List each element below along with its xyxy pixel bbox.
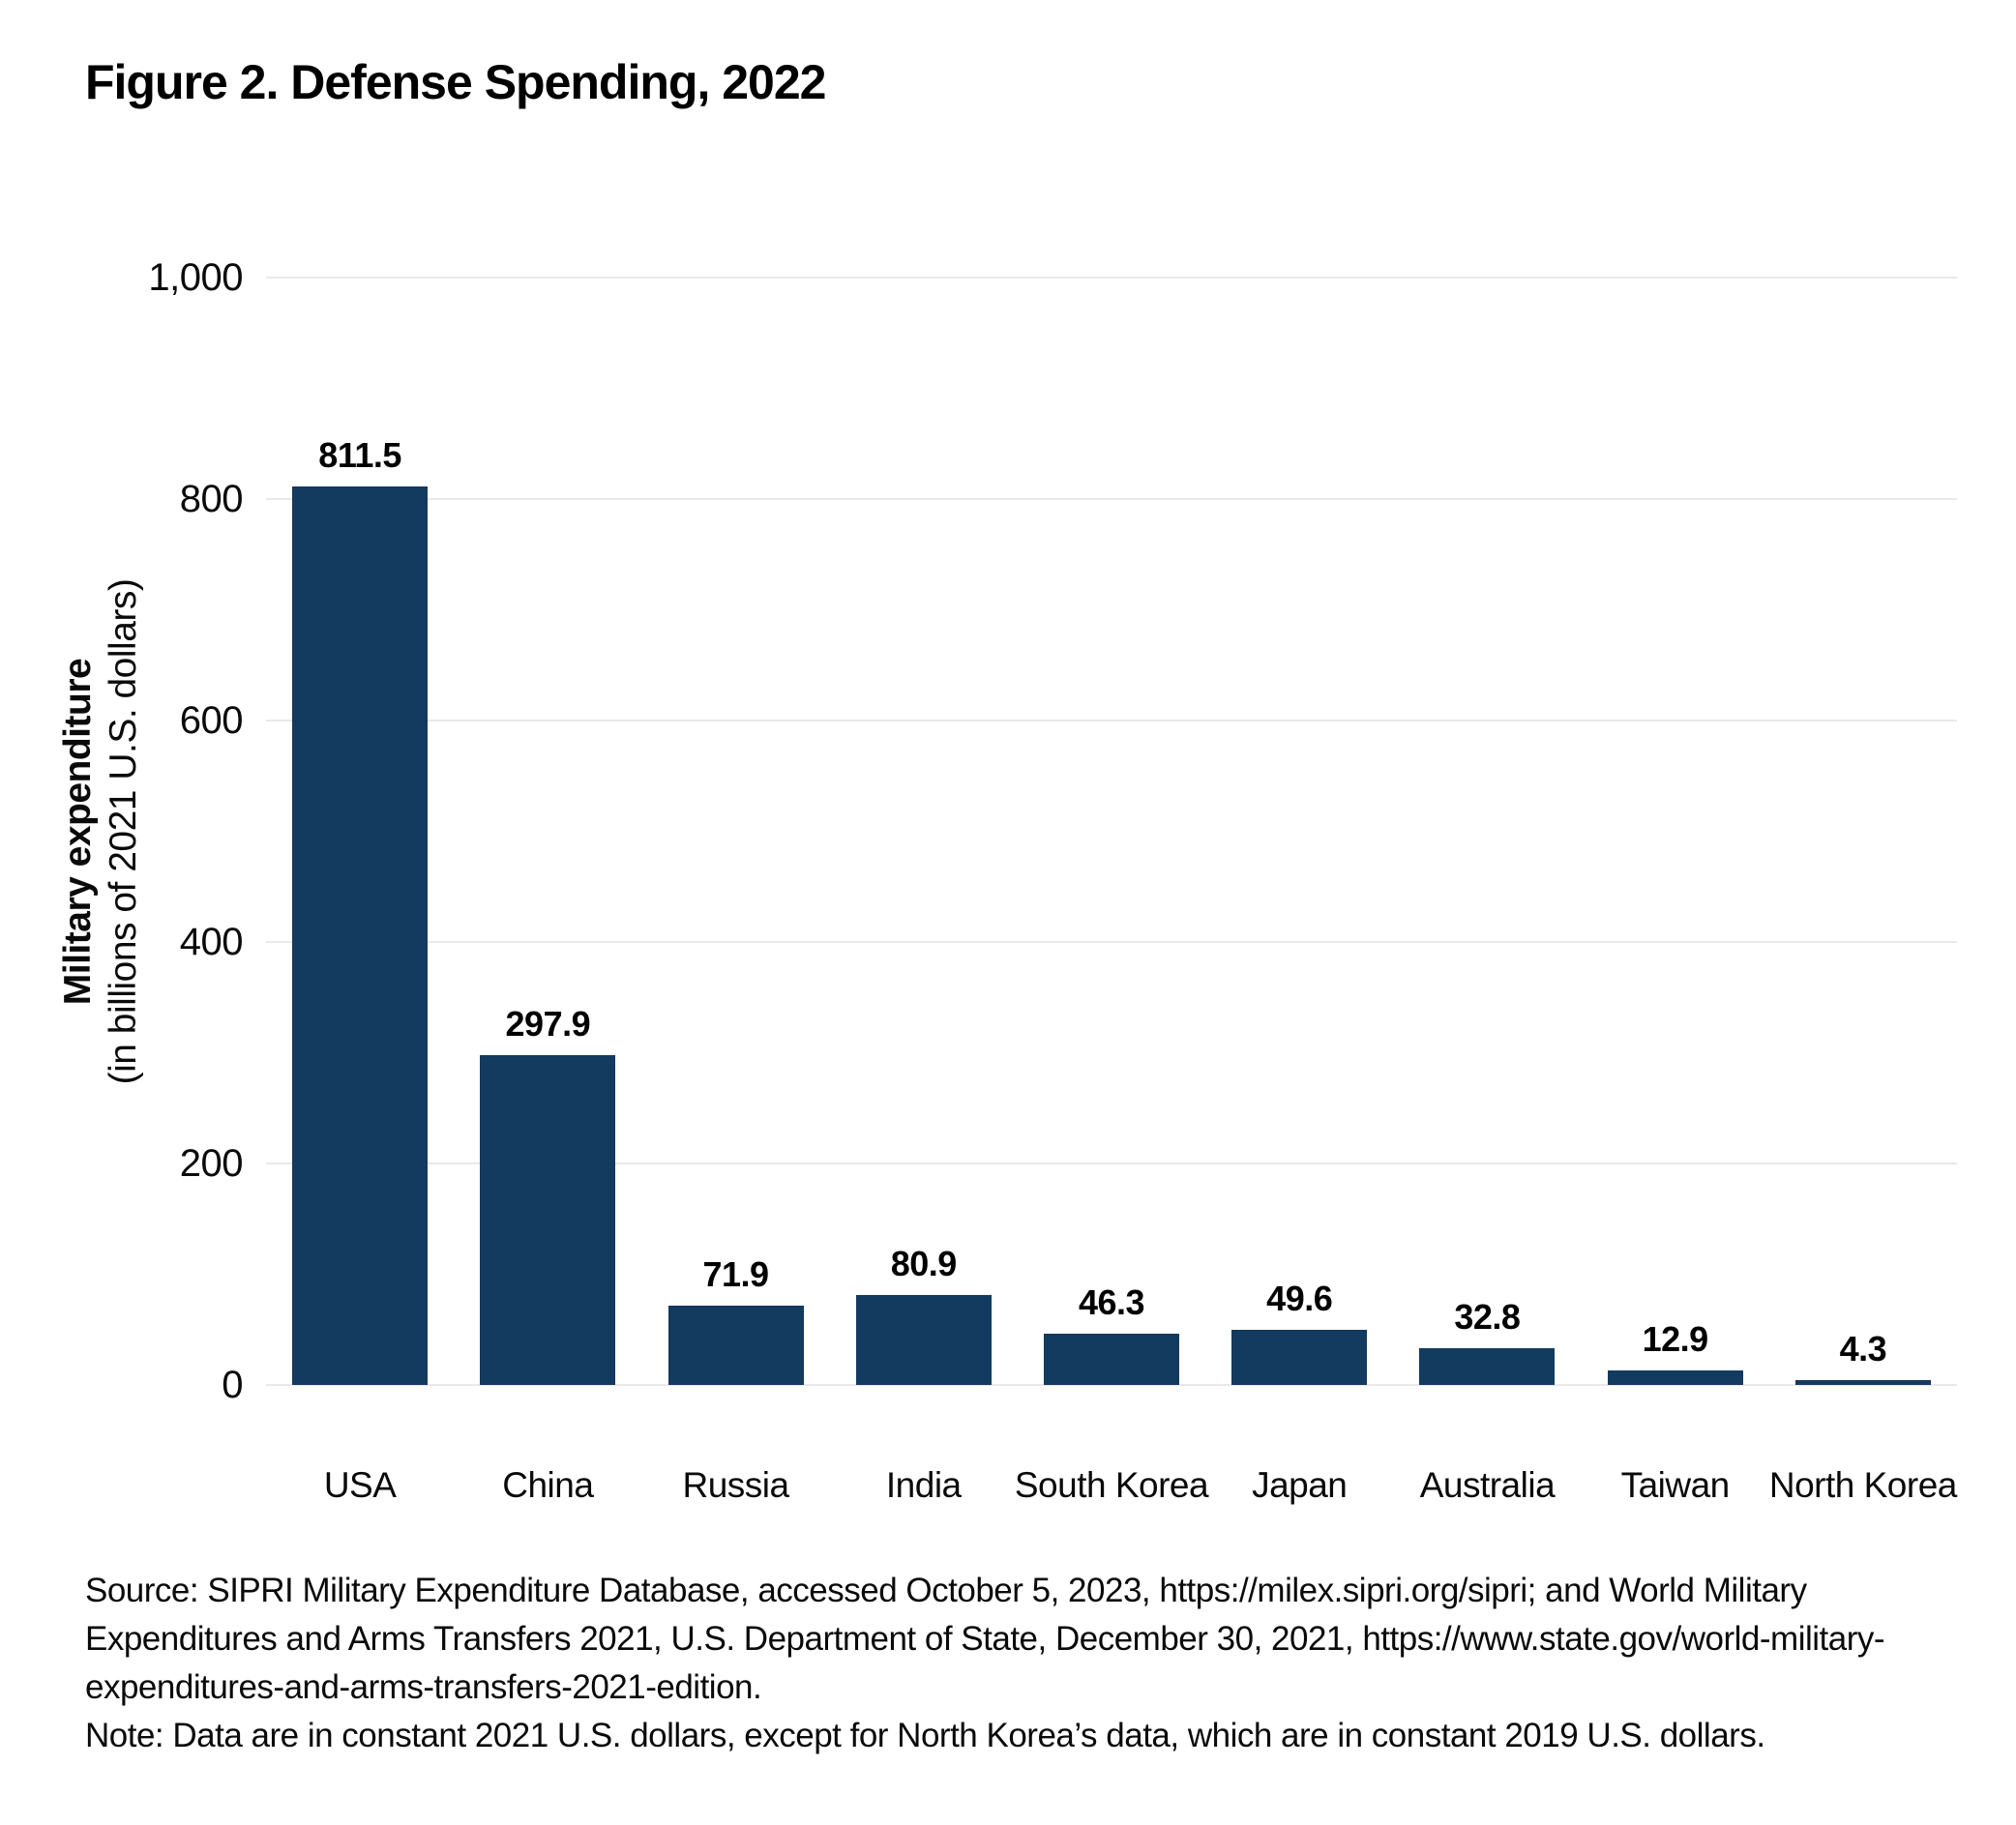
x-category-label-australia: Australia: [1419, 1465, 1556, 1505]
value-label-russia: 71.9: [702, 1253, 770, 1294]
y-tick-label-1000: 1,000: [148, 256, 243, 299]
y-tick-label-0: 0: [222, 1364, 243, 1406]
gridline-1000: [266, 277, 1957, 279]
x-category-label-russia: Russia: [682, 1465, 789, 1505]
y-tick-label-600: 600: [179, 699, 244, 742]
y-axis-title-main: Military expenditure: [57, 658, 99, 1006]
plot-area: 811.5 297.9 71.9 80.9 46.3 49.6 32.8 12.9 4.3: [266, 277, 1957, 1386]
value-label-north-korea: 4.3: [1839, 1329, 1887, 1369]
y-axis-title-sub: (in billions of 2021 U.S. dollars): [103, 578, 144, 1085]
x-category-label-china: China: [502, 1465, 594, 1505]
gridline-400: [266, 941, 1957, 943]
x-category-label-south-korea: South Korea: [1014, 1465, 1209, 1505]
x-category-label-usa: USA: [323, 1465, 397, 1505]
value-label-china: 297.9: [505, 1003, 591, 1044]
bar-russia: [667, 1305, 804, 1385]
x-category-label-japan: Japan: [1252, 1465, 1348, 1505]
y-tick-label-200: 200: [179, 1142, 244, 1185]
bar-usa: [292, 486, 429, 1385]
y-axis-title: Military expenditure (in billions of 202…: [55, 579, 146, 1085]
bar-japan: [1231, 1330, 1368, 1385]
value-label-usa: 811.5: [318, 434, 401, 475]
gridline-600: [266, 720, 1957, 721]
figure-footer: Source: SIPRI Military Expenditure Datab…: [85, 1567, 1972, 1760]
x-category-label-taiwan: Taiwan: [1620, 1465, 1731, 1505]
value-label-japan: 49.6: [1266, 1279, 1333, 1319]
bar-china: [480, 1054, 616, 1385]
gridline-0: [266, 1384, 1957, 1386]
gridline-800: [266, 498, 1957, 500]
x-category-label-north-korea: North Korea: [1768, 1465, 1958, 1505]
bar-australia: [1419, 1348, 1556, 1385]
x-category-label-india: India: [885, 1465, 962, 1505]
page-title: Figure 2. Defense Spending, 2022: [85, 55, 826, 109]
y-tick-label-800: 800: [179, 478, 244, 520]
gridline-200: [266, 1163, 1957, 1164]
bar-south-korea: [1044, 1334, 1179, 1385]
value-label-taiwan: 12.9: [1642, 1319, 1709, 1360]
value-label-south-korea: 46.3: [1078, 1282, 1145, 1322]
value-label-australia: 32.8: [1454, 1297, 1521, 1338]
source-text: Source: SIPRI Military Expenditure Datab…: [85, 1572, 1885, 1706]
bar-chart: Military expenditure (in billions of 202…: [55, 256, 1958, 1505]
note-text: Note: Data are in constant 2021 U.S. dol…: [85, 1717, 1765, 1754]
y-tick-label-400: 400: [179, 921, 244, 963]
bar-taiwan: [1607, 1370, 1743, 1385]
bar-india: [855, 1295, 992, 1385]
value-label-india: 80.9: [890, 1244, 958, 1284]
bar-north-korea: [1794, 1380, 1931, 1385]
